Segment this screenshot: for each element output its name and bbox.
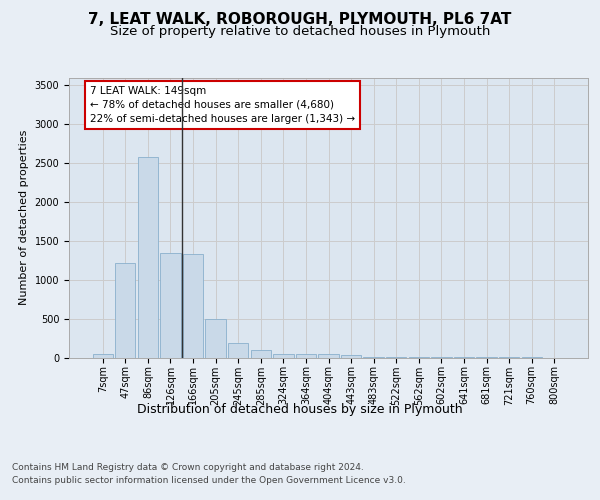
Text: 7 LEAT WALK: 149sqm
← 78% of detached houses are smaller (4,680)
22% of semi-det: 7 LEAT WALK: 149sqm ← 78% of detached ho… bbox=[90, 86, 355, 124]
Bar bbox=[319, 354, 338, 358]
Bar bbox=[115, 262, 136, 358]
Text: Size of property relative to detached houses in Plymouth: Size of property relative to detached ho… bbox=[110, 25, 490, 38]
Text: Contains HM Land Registry data © Crown copyright and database right 2024.: Contains HM Land Registry data © Crown c… bbox=[12, 462, 364, 471]
Bar bbox=[160, 254, 181, 358]
Bar bbox=[341, 355, 361, 358]
Bar bbox=[205, 320, 226, 358]
Y-axis label: Number of detached properties: Number of detached properties bbox=[19, 130, 29, 305]
Bar bbox=[296, 354, 316, 358]
Bar bbox=[228, 343, 248, 357]
Bar bbox=[92, 354, 113, 358]
Text: 7, LEAT WALK, ROBOROUGH, PLYMOUTH, PL6 7AT: 7, LEAT WALK, ROBOROUGH, PLYMOUTH, PL6 7… bbox=[88, 12, 512, 28]
Text: Distribution of detached houses by size in Plymouth: Distribution of detached houses by size … bbox=[137, 402, 463, 415]
Bar bbox=[251, 350, 271, 358]
Bar bbox=[183, 254, 203, 358]
Bar bbox=[138, 157, 158, 358]
Text: Contains public sector information licensed under the Open Government Licence v3: Contains public sector information licen… bbox=[12, 476, 406, 485]
Bar bbox=[273, 354, 293, 358]
